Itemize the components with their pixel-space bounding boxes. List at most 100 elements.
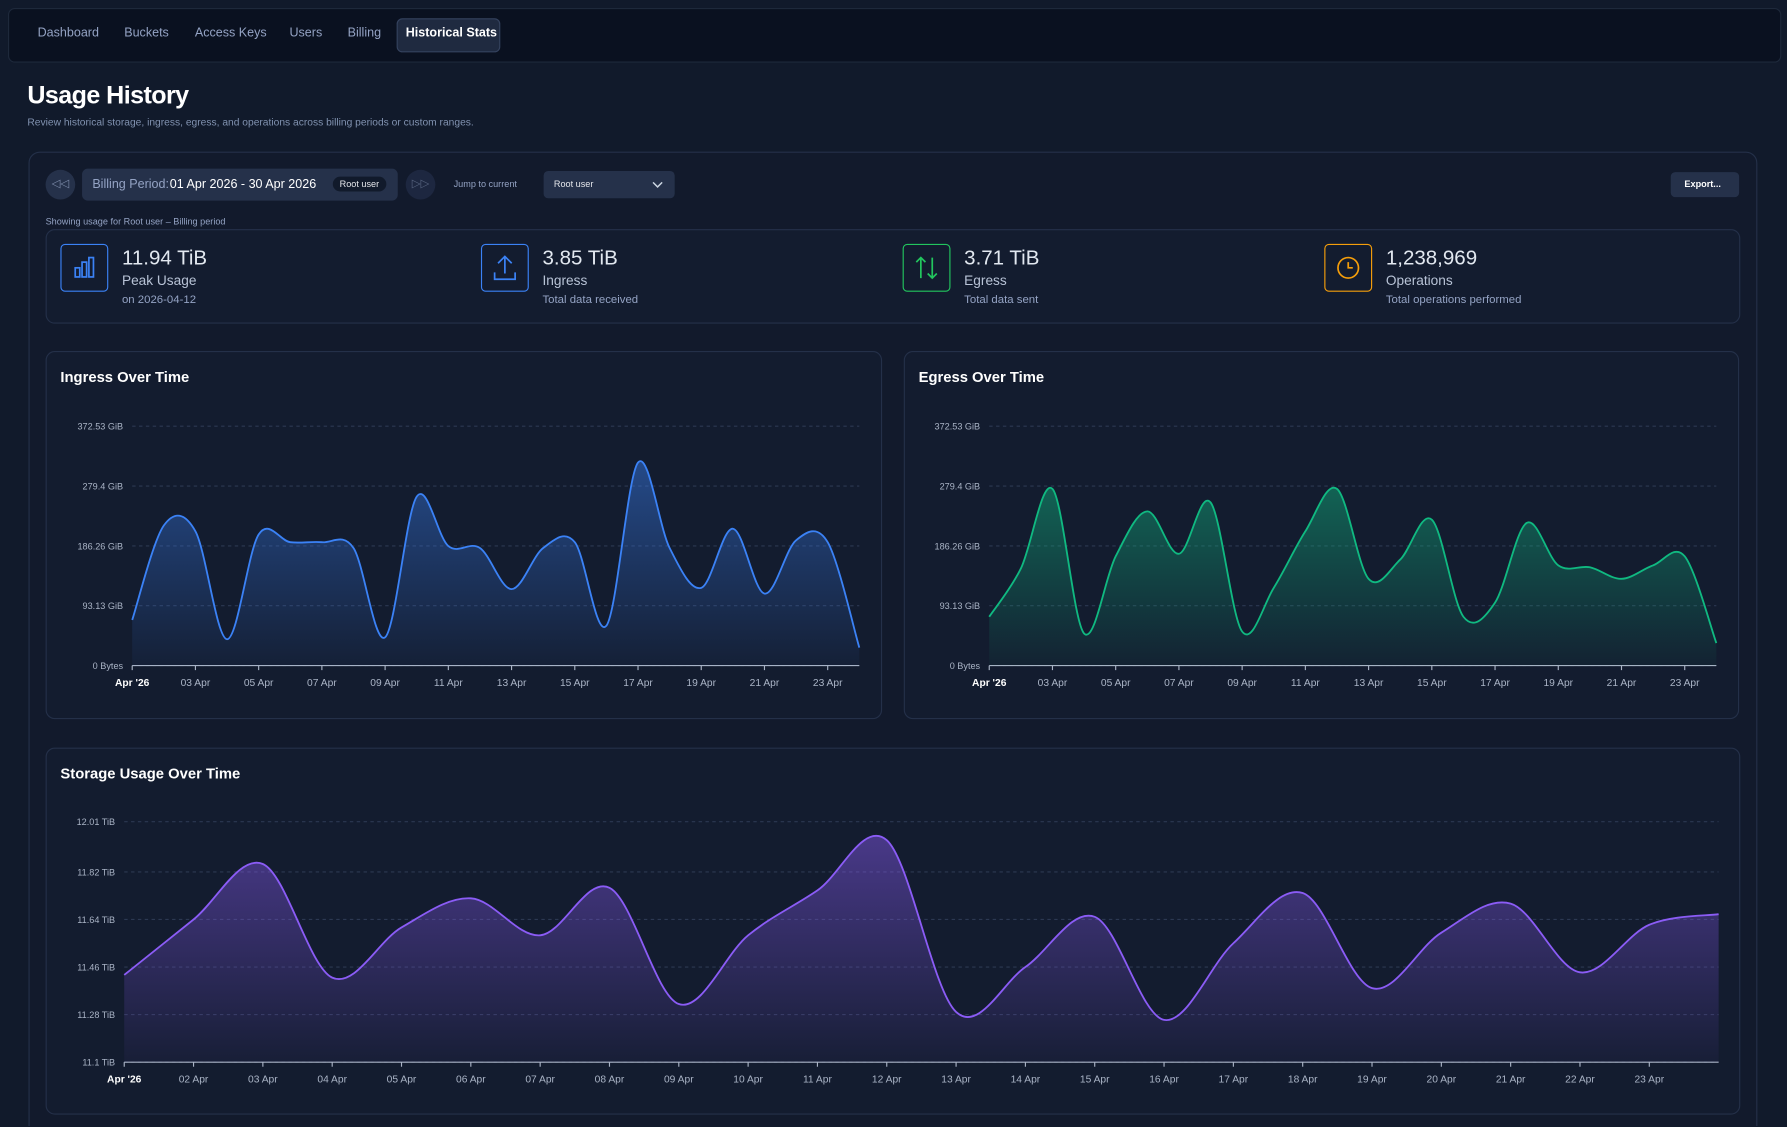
stat-icon <box>480 243 529 292</box>
chevron <box>652 181 663 188</box>
export-text: Export... <box>1684 178 1721 190</box>
stat-value: 11.94 TiB <box>121 246 208 269</box>
stat-sub: on 2026-04-12 <box>121 294 197 307</box>
area-fill <box>124 835 1719 1063</box>
jump-link[interactable]: Jump to current <box>453 178 517 190</box>
x-tick-label: 19 Apr <box>1357 1075 1387 1086</box>
stat-icon <box>1324 243 1373 292</box>
egress-chart: Egress Over Time 0 Bytes 93.13 GiB 186.26 G… <box>903 351 1740 720</box>
x-tick-label: 03 Apr <box>248 1075 278 1086</box>
series-line <box>988 486 1718 644</box>
stat-label: Peak Usage <box>121 272 197 289</box>
x-tick-label: 05 Apr <box>387 1075 417 1086</box>
user-select[interactable] <box>543 170 675 199</box>
nav-tab-active[interactable]: Historical Stats <box>405 26 498 40</box>
storage-chart: Storage Usage Over Time 11.1 TiB 11.28 TiB… <box>45 747 1741 1115</box>
y-tick-label: 372.53 GiB <box>935 422 981 432</box>
page-subtitle: Review historical storage, ingress, egre… <box>27 116 474 128</box>
stat-sub: Total operations performed <box>1385 294 1522 307</box>
user-select-text: Root user <box>553 178 594 190</box>
stat-icon <box>902 243 951 292</box>
x-tick-label: 23 Apr <box>813 678 843 689</box>
y-tick-label: 11.28 TiB <box>77 1010 115 1020</box>
x-tick-label: Apr '26 <box>107 1075 142 1086</box>
x-tick-label: 09 Apr <box>1227 678 1257 689</box>
nav-tab[interactable]: Billing <box>347 26 382 40</box>
series-line <box>131 460 861 648</box>
x-tick-label: 07 Apr <box>1164 678 1194 689</box>
chart-title: Storage Usage Over Time <box>60 766 240 782</box>
y-tick-label: 11.46 TiB <box>77 962 115 972</box>
x-tick-label: 09 Apr <box>664 1075 694 1086</box>
stat-sub: Total data received <box>542 294 639 307</box>
area-fill <box>132 461 860 666</box>
period-label: Billing Period: <box>92 177 169 192</box>
x-tick-label: 16 Apr <box>1149 1075 1179 1086</box>
chart-title: Egress Over Time <box>919 370 1045 386</box>
y-tick-label: 12.01 TiB <box>77 817 116 827</box>
y-tick-label: 186.26 GiB <box>78 541 124 551</box>
x-tick-label: 21 Apr <box>750 678 780 689</box>
x-tick-label: 17 Apr <box>1219 1075 1249 1086</box>
x-tick-label: 11 Apr <box>434 678 463 689</box>
y-tick-label: 11.1 TiB <box>82 1058 115 1068</box>
stat-value: 1,238,969 <box>1385 246 1478 269</box>
y-tick-label: 11.82 TiB <box>77 867 115 877</box>
x-tick-label: 05 Apr <box>244 678 274 689</box>
icon <box>74 256 95 278</box>
icon <box>1337 256 1360 279</box>
x-tick-label: 11 Apr <box>1291 678 1320 689</box>
x-tick-label: 10 Apr <box>733 1075 763 1086</box>
x-tick-label: 22 Apr <box>1565 1075 1595 1086</box>
icon <box>915 256 938 280</box>
x-tick-label: 04 Apr <box>317 1075 347 1086</box>
next-button[interactable]: ▷▷ <box>405 169 436 200</box>
x-tick-label: 13 Apr <box>1354 678 1384 689</box>
x-tick-label: 23 Apr <box>1670 678 1700 689</box>
x-tick-label: 07 Apr <box>307 678 337 689</box>
prev-button[interactable]: ◁◁ <box>45 169 76 200</box>
x-tick-label: 17 Apr <box>1480 678 1510 689</box>
stat-label: Ingress <box>542 272 588 289</box>
period-user: Root user <box>332 176 386 192</box>
export-button[interactable] <box>1670 172 1740 198</box>
x-tick-label: 19 Apr <box>1543 678 1573 689</box>
x-tick-label: 14 Apr <box>1011 1075 1041 1086</box>
stat-label: Egress <box>964 272 1007 289</box>
x-tick-label: 07 Apr <box>525 1075 555 1086</box>
y-tick-label: 0 Bytes <box>93 661 124 671</box>
x-tick-label: 05 Apr <box>1101 678 1131 689</box>
nav-tab[interactable]: Users <box>289 26 323 40</box>
y-tick-label: 279.4 GiB <box>83 481 124 491</box>
y-tick-label: 186.26 GiB <box>935 541 981 551</box>
stat-icon <box>60 243 109 292</box>
x-tick-label: 09 Apr <box>370 678 400 689</box>
y-tick-label: 93.13 GiB <box>940 601 981 611</box>
x-tick-label: 15 Apr <box>1417 678 1447 689</box>
stat-value: 3.85 TiB <box>542 246 618 269</box>
area-fill <box>989 487 1717 666</box>
stat-label: Operations <box>1385 272 1453 289</box>
page-title: Usage History <box>27 80 189 110</box>
icon <box>493 255 516 281</box>
y-tick-label: 93.13 GiB <box>83 601 124 611</box>
y-tick-label: 372.53 GiB <box>78 422 124 432</box>
y-tick-label: 0 Bytes <box>950 661 981 671</box>
x-tick-label: 03 Apr <box>181 678 211 689</box>
stat-sub: Total data sent <box>964 294 1039 307</box>
nav-tab[interactable]: Dashboard <box>37 26 99 40</box>
x-tick-label: 15 Apr <box>1080 1075 1110 1086</box>
stats-box: 11.94 TiB Peak Usage on 2026-04-12 3.85 … <box>45 229 1741 324</box>
x-tick-label: 19 Apr <box>686 678 716 689</box>
y-tick-label: 11.64 TiB <box>77 915 115 925</box>
x-tick-label: 15 Apr <box>560 678 590 689</box>
chart-title: Ingress Over Time <box>60 370 189 386</box>
x-tick-label: Apr '26 <box>972 678 1007 689</box>
x-tick-label: 13 Apr <box>497 678 527 689</box>
nav-bar <box>7 7 1782 63</box>
x-tick-label: 13 Apr <box>941 1075 971 1086</box>
nav-tab[interactable]: Access Keys <box>194 26 267 40</box>
nav-tab[interactable]: Buckets <box>124 26 169 40</box>
